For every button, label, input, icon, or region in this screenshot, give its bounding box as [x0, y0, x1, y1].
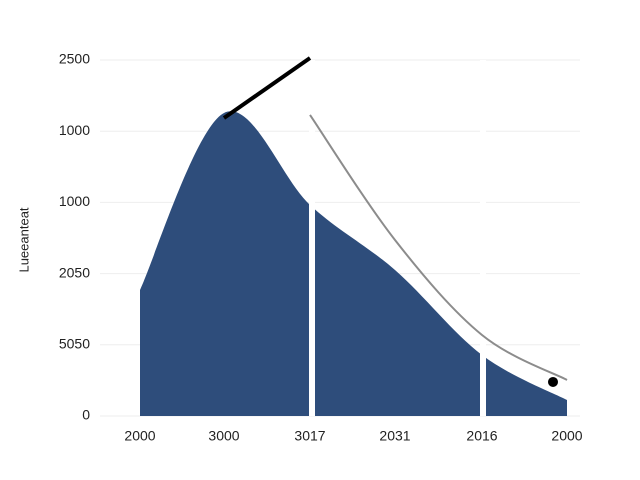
y-tick-label: 1000 — [59, 193, 90, 209]
x-tick-label: 2000 — [124, 428, 155, 444]
y-tick-label: 1000 — [59, 122, 90, 138]
y-tick-label: 2500 — [59, 51, 90, 67]
line — [309, 114, 568, 381]
x-tick-label: 2000 — [551, 428, 582, 444]
end-dot — [548, 376, 558, 387]
area — [140, 111, 567, 416]
area-gap — [480, 60, 486, 416]
y-tick-label: 0 — [82, 407, 90, 423]
y-axis-label: Lueeanteat — [16, 207, 31, 272]
y-tick-label: 5050 — [59, 336, 90, 352]
y-tick-label: 2050 — [59, 264, 90, 280]
x-tick-label: 2031 — [379, 428, 410, 444]
x-tick-label: 2016 — [466, 428, 497, 444]
x-tick-label: 3017 — [294, 428, 325, 444]
line — [222, 56, 312, 120]
area-gap — [309, 60, 315, 416]
x-tick-label: 3000 — [208, 428, 239, 444]
